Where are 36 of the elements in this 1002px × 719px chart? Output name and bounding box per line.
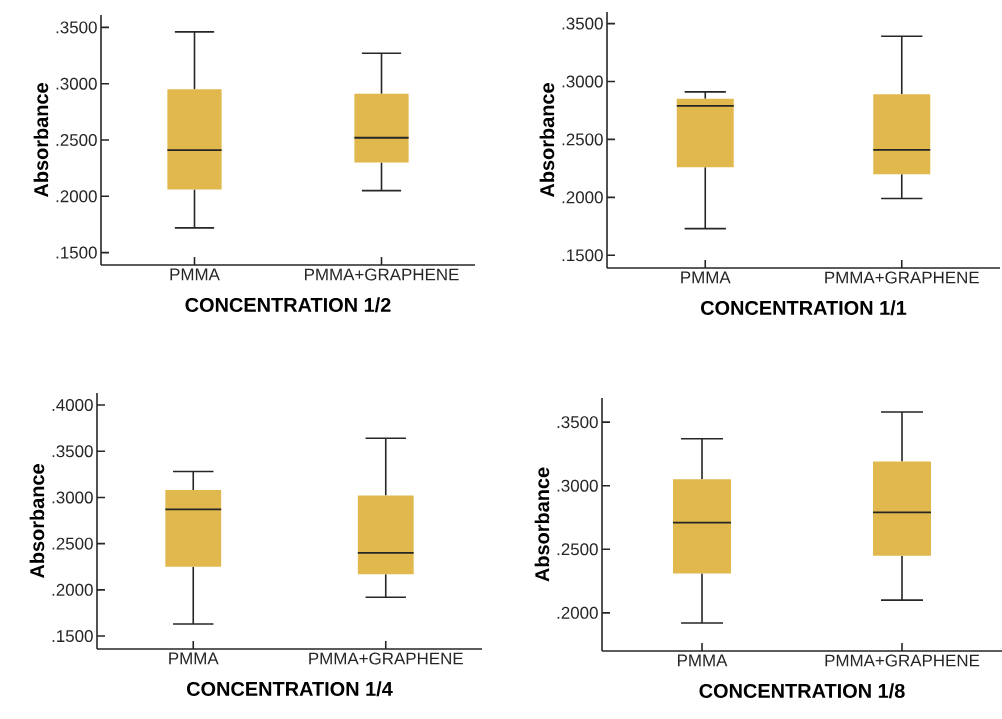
y-tick-label: .4000 — [52, 399, 93, 412]
x-tick-label: PMMA — [169, 652, 219, 665]
x-tick-label: PMMA — [677, 654, 728, 667]
x-tick-label: PMMA+GRAPHENE — [305, 268, 459, 281]
y-tick-label: .3500 — [557, 416, 598, 429]
x-axis-title: CONCENTRATION 1/2 — [185, 297, 391, 313]
y-tick-label: .3500 — [56, 21, 97, 34]
y-tick-label: .1500 — [562, 249, 603, 262]
x-tick-label: PMMA+GRAPHENE — [825, 654, 980, 667]
y-axis-title: Absorbance — [33, 83, 49, 198]
y-tick-label: .2500 — [56, 133, 97, 146]
y-axis-title: Absorbance — [539, 83, 555, 198]
x-axis-title: CONCENTRATION 1/1 — [701, 300, 907, 316]
y-tick-label: .2000 — [562, 191, 603, 204]
y-tick-label: .2000 — [557, 606, 598, 619]
y-tick-label: .1500 — [56, 246, 97, 259]
x-tick-label: PMMA — [681, 271, 731, 284]
y-tick-label: .2500 — [562, 133, 603, 146]
y-tick-label: .3500 — [52, 445, 93, 458]
y-tick-label: .3500 — [562, 17, 603, 30]
y-axis-title: Absorbance — [29, 464, 45, 579]
y-tick-label: .3000 — [562, 75, 603, 88]
x-axis-title: CONCENTRATION 1/8 — [699, 683, 905, 699]
y-tick-label: .1500 — [52, 630, 93, 643]
y-tick-label: .2500 — [557, 543, 598, 556]
x-tick-label: PMMA+GRAPHENE — [825, 271, 979, 284]
y-tick-label: .2500 — [52, 537, 93, 550]
x-tick-label: PMMA+GRAPHENE — [309, 652, 463, 665]
y-axis-title: Absorbance — [534, 467, 550, 582]
y-tick-label: .3000 — [52, 491, 93, 504]
y-tick-label: .2000 — [52, 583, 93, 596]
x-axis-title: CONCENTRATION 1/4 — [186, 681, 393, 697]
y-tick-label: .2000 — [56, 190, 97, 203]
y-tick-label: .3000 — [557, 479, 598, 492]
x-tick-label: PMMA — [170, 268, 220, 281]
y-tick-label: .3000 — [56, 77, 97, 90]
